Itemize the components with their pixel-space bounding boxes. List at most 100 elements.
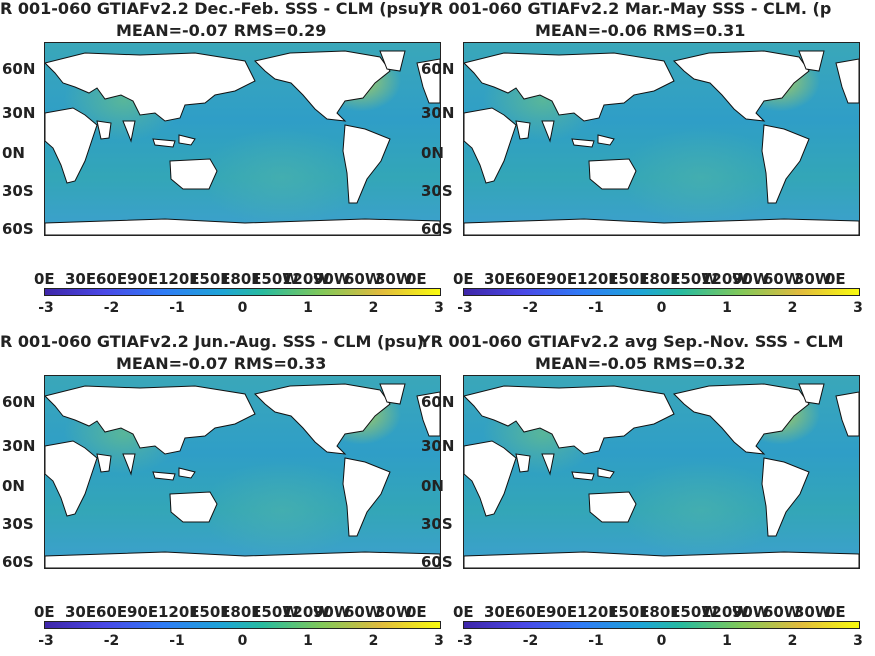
- x-tick-label: 90W: [732, 603, 770, 621]
- x-tick-label: 90W: [313, 270, 351, 288]
- panel-title: R 001-060 GTIAFv2.2 Jun.-Aug. SSS - CLM …: [0, 332, 424, 351]
- x-tick-label: 120W: [282, 270, 330, 288]
- y-tick-label: 60N: [421, 393, 455, 411]
- x-tick-label: 150E: [608, 603, 650, 621]
- colorbar-tick-label: 0: [656, 300, 667, 316]
- y-tick-label: 60S: [421, 553, 453, 571]
- colorbar: [463, 288, 860, 296]
- x-tick-label: 30W: [375, 603, 413, 621]
- x-tick-label: 180E: [220, 270, 262, 288]
- x-tick-label: 120W: [701, 270, 749, 288]
- x-tick-label: 30E: [65, 270, 97, 288]
- y-tick-label: 0N: [421, 477, 444, 495]
- x-tick-label: 0E: [453, 603, 474, 621]
- panel-stats: MEAN=-0.05 RMS=0.32: [535, 354, 746, 373]
- x-tick-label: 90E: [546, 603, 578, 621]
- x-tick-label: 60E: [96, 270, 128, 288]
- colorbar-tick-label: 0: [237, 300, 248, 316]
- colorbar-tick-label: 3: [434, 633, 444, 649]
- continents: [464, 50, 859, 235]
- y-tick-label: 60N: [2, 60, 36, 78]
- x-tick-label: 150W: [670, 603, 718, 621]
- colorbar-tick-label: 1: [303, 300, 313, 316]
- colorbar-tick-label: 3: [434, 300, 444, 316]
- panel-stats: MEAN=-0.07 RMS=0.29: [116, 21, 327, 40]
- x-tick-label: 150W: [251, 603, 299, 621]
- colorbar-tick-label: -1: [169, 633, 185, 649]
- colorbar-tick-label: 0: [656, 633, 667, 649]
- x-tick-label: 30E: [484, 270, 516, 288]
- sss-difference-map: [44, 375, 441, 569]
- x-tick-label: 120E: [158, 270, 200, 288]
- x-tick-label: 30W: [375, 270, 413, 288]
- colorbar-tick-label: 2: [368, 633, 379, 649]
- y-tick-label: 0N: [2, 144, 25, 162]
- colorbar-tick-label: -3: [457, 300, 473, 316]
- continents: [464, 383, 859, 568]
- colorbar: [44, 621, 441, 629]
- y-tick-label: 30S: [421, 182, 453, 200]
- colorbar: [463, 621, 860, 629]
- x-tick-label: 120W: [282, 603, 330, 621]
- x-tick-label: 120W: [701, 603, 749, 621]
- panel-stats: MEAN=-0.06 RMS=0.31: [535, 21, 746, 40]
- x-tick-label: 60W: [344, 603, 382, 621]
- colorbar-tick-label: 1: [722, 300, 732, 316]
- colorbar-tick-label: -3: [38, 633, 54, 649]
- x-tick-label: 60E: [515, 603, 547, 621]
- colorbar-tick-label: -3: [457, 633, 473, 649]
- x-tick-label: 150E: [189, 270, 231, 288]
- colorbar-tick-label: 2: [368, 300, 379, 316]
- x-tick-label: 60W: [763, 270, 801, 288]
- x-tick-label: 60W: [763, 603, 801, 621]
- colorbar-tick-label: 0: [237, 633, 248, 649]
- x-tick-label: 120E: [577, 603, 619, 621]
- x-tick-label: 30E: [65, 603, 97, 621]
- panel-title: R 001-060 GTIAFv2.2 Dec.-Feb. SSS - CLM …: [0, 0, 427, 18]
- x-tick-label: 180E: [639, 603, 681, 621]
- x-tick-label: 0E: [825, 603, 846, 621]
- x-tick-label: 60W: [344, 270, 382, 288]
- y-tick-label: 0N: [2, 477, 25, 495]
- panel-title: YR 001-060 GTIAFv2.2 Mar.-May SSS - CLM.…: [419, 0, 832, 18]
- x-tick-label: 0E: [34, 603, 55, 621]
- x-tick-label: 90E: [127, 603, 159, 621]
- colorbar-tick-label: 3: [853, 633, 863, 649]
- x-tick-label: 90E: [546, 270, 578, 288]
- colorbar-tick-label: -1: [588, 300, 604, 316]
- colorbar-tick-label: 2: [787, 633, 798, 649]
- y-tick-label: 30N: [421, 104, 455, 122]
- colorbar-tick-label: -2: [103, 300, 120, 316]
- x-tick-label: 90E: [127, 270, 159, 288]
- x-tick-label: 60E: [515, 270, 547, 288]
- colorbar: [44, 288, 441, 296]
- colorbar-tick-label: -2: [103, 633, 120, 649]
- x-tick-label: 0E: [406, 270, 427, 288]
- colorbar-tick-label: -1: [588, 633, 604, 649]
- continents: [45, 50, 440, 235]
- x-tick-label: 180E: [639, 270, 681, 288]
- y-tick-label: 30S: [2, 515, 34, 533]
- x-tick-label: 120E: [158, 603, 200, 621]
- x-tick-label: 0E: [825, 270, 846, 288]
- x-tick-label: 30W: [794, 603, 832, 621]
- x-tick-label: 150W: [251, 270, 299, 288]
- y-tick-label: 30S: [421, 515, 453, 533]
- x-tick-label: 90W: [313, 603, 351, 621]
- x-tick-label: 150E: [189, 603, 231, 621]
- x-tick-label: 90W: [732, 270, 770, 288]
- x-tick-label: 60E: [96, 603, 128, 621]
- x-tick-label: 120E: [577, 270, 619, 288]
- panel-title: YR 001-060 GTIAFv2.2 avg Sep.-Nov. SSS -…: [419, 332, 844, 351]
- x-tick-label: 150E: [608, 270, 650, 288]
- y-tick-label: 30N: [421, 437, 455, 455]
- colorbar-tick-label: 1: [303, 633, 313, 649]
- x-tick-label: 0E: [406, 603, 427, 621]
- colorbar-tick-label: -3: [38, 300, 54, 316]
- y-tick-label: 60S: [2, 220, 34, 238]
- y-tick-label: 60N: [2, 393, 36, 411]
- colorbar-tick-label: 3: [853, 300, 863, 316]
- colorbar-tick-label: -1: [169, 300, 185, 316]
- y-tick-label: 0N: [421, 144, 444, 162]
- x-tick-label: 30E: [484, 603, 516, 621]
